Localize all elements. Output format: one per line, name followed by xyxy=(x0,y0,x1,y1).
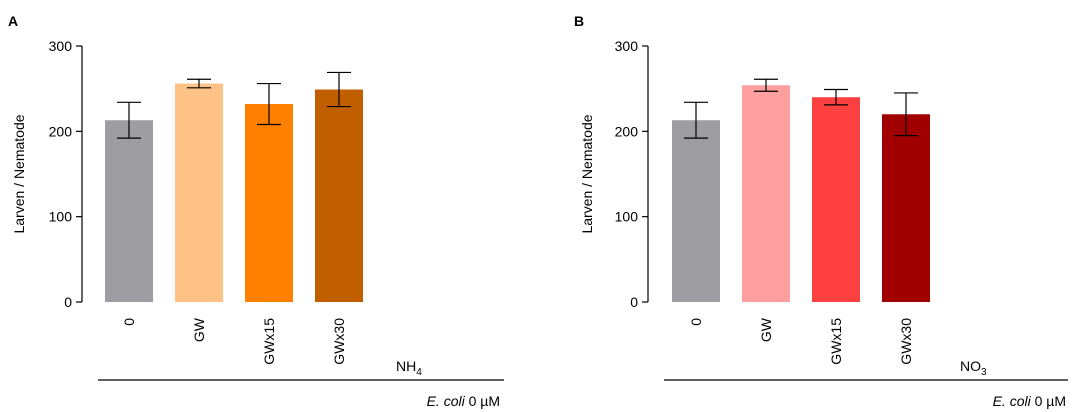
condition-label: E. coli 0 µM xyxy=(993,393,1066,409)
panel-a: A 0 100 200 300 Larven / Nematode 0 GW GWx15 GWx… xyxy=(8,13,504,409)
bar xyxy=(812,97,860,302)
bar xyxy=(175,83,223,303)
bar xyxy=(105,120,153,303)
y-axis-title: Larven / Nematode xyxy=(11,114,27,233)
panel-b-chart: 0 100 200 300 Larven / Nematode 0 GW GWx15 GWx30… xyxy=(579,38,1068,409)
bar xyxy=(882,114,930,303)
category-label: GW xyxy=(191,317,207,342)
y-tick-label: 200 xyxy=(615,123,639,139)
category-label: GWx15 xyxy=(261,318,277,365)
category-label: GW xyxy=(758,317,774,342)
y-tick-label: 300 xyxy=(615,38,639,54)
category-label: 0 xyxy=(121,318,137,326)
category-label: GWx15 xyxy=(828,318,844,365)
category-label: 0 xyxy=(688,318,704,326)
category-label: GWx30 xyxy=(331,318,347,365)
bar xyxy=(742,85,790,303)
nutrient-subscript: 4 xyxy=(416,367,422,378)
y-tick-label: 0 xyxy=(630,294,638,310)
y-tick-label: 100 xyxy=(615,209,639,225)
y-tick-label: 300 xyxy=(49,38,73,54)
dose-value: 0 µM xyxy=(1031,393,1066,409)
dose-value: 0 µM xyxy=(465,393,500,409)
organism-name: E. coli xyxy=(993,393,1032,409)
nutrient-label: NO3 xyxy=(960,358,987,378)
bar xyxy=(245,104,293,302)
panel-a-label: A xyxy=(8,13,18,29)
category-label: GWx30 xyxy=(898,318,914,365)
organism-name: E. coli xyxy=(427,393,466,409)
panel-a-chart: 0 100 200 300 Larven / Nematode 0 GW GWx15 GWx30… xyxy=(11,38,504,409)
nutrient-label: NH4 xyxy=(396,358,422,378)
y-tick-label: 200 xyxy=(49,123,73,139)
bar xyxy=(315,89,363,303)
y-axis-title: Larven / Nematode xyxy=(579,114,595,233)
panel-b-label: B xyxy=(574,13,584,29)
bar xyxy=(672,120,720,303)
y-tick-label: 100 xyxy=(49,209,73,225)
panel-b: B 0 100 200 300 Larven / Nematode 0 GW GWx15 GWx… xyxy=(574,13,1068,409)
nutrient-subscript: 3 xyxy=(981,367,987,378)
condition-label: E. coli 0 µM xyxy=(427,393,500,409)
y-tick-label: 0 xyxy=(64,294,72,310)
